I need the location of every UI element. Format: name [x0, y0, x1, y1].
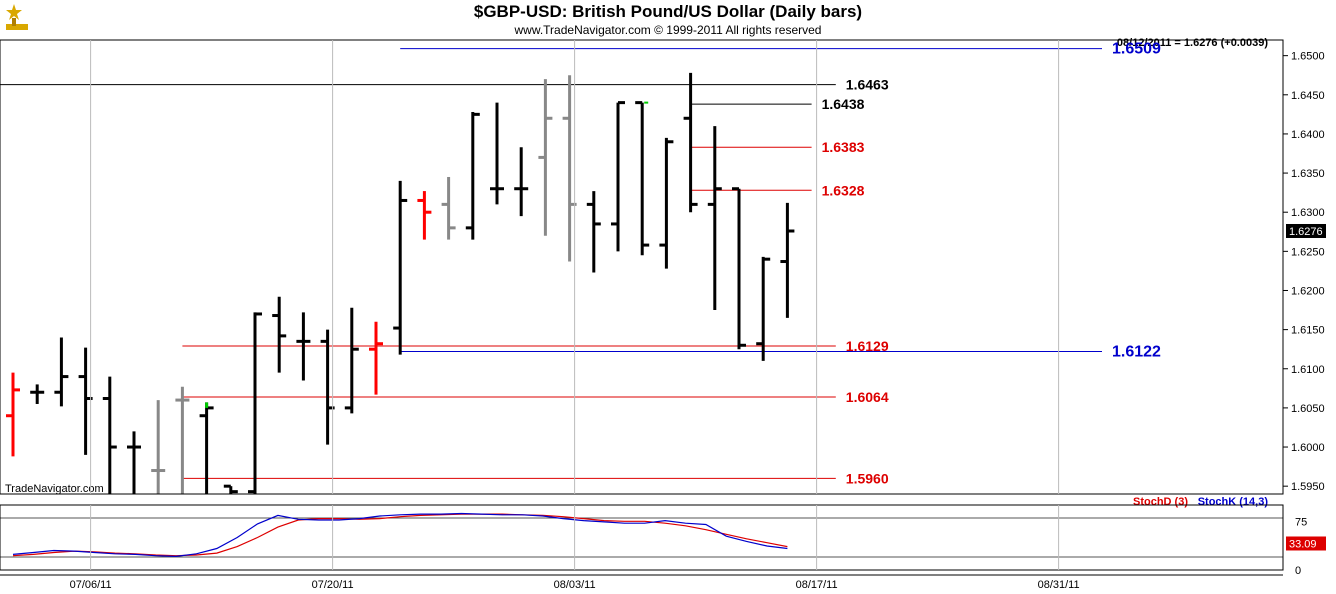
ohlc-bar[interactable] — [732, 187, 746, 350]
tradenavigator-logo-icon[interactable] — [6, 4, 28, 30]
date-tick-label: 07/06/11 — [70, 579, 112, 591]
ohlc-bar[interactable] — [683, 72, 698, 213]
stoch-legend-d: StochD (3) — [1133, 496, 1188, 508]
chart-title: $GBP-USD: British Pound/US Dollar (Daily… — [474, 2, 862, 21]
ohlc-bar[interactable] — [248, 312, 262, 494]
ohlc-bar[interactable] — [320, 329, 335, 445]
stoch-y-tick-label: 0 — [1295, 565, 1301, 577]
y-tick-label: 1.6000 — [1291, 442, 1325, 454]
ohlc-bar[interactable] — [441, 176, 456, 240]
ohlc-bar[interactable] — [465, 112, 480, 240]
current-price-label: 1.6276 — [1289, 226, 1323, 238]
level-label-1.6129: 1.6129 — [846, 338, 889, 354]
y-tick-label: 1.5950 — [1291, 481, 1325, 493]
ohlc-bar[interactable] — [490, 102, 504, 205]
date-tick-label: 07/20/11 — [312, 579, 354, 591]
date-tick-label: 08/03/11 — [554, 579, 596, 591]
price-panel[interactable]: 1.6509 1.6463 1.6438 1.6383 1.6328 1.6129 1.61… — [0, 41, 1161, 494]
stoch-series-line — [12, 512, 788, 558]
y-tick-label: 1.6450 — [1291, 90, 1325, 102]
price-panel-frame — [0, 39, 1284, 495]
ohlc-bar[interactable] — [102, 376, 117, 494]
y-tick-label: 1.6150 — [1291, 325, 1325, 337]
y-tick-label: 1.6050 — [1291, 403, 1325, 415]
ohlc-bar[interactable] — [562, 75, 577, 262]
ohlc-bar[interactable] — [611, 101, 625, 252]
ohlc-bar[interactable] — [175, 386, 190, 494]
y-tick-label: 1.6200 — [1291, 285, 1325, 297]
ohlc-bar[interactable] — [393, 180, 408, 355]
stoch-legend-k: StochK (14,3) — [1198, 496, 1269, 508]
watermark-text: TradeNavigator.com — [5, 483, 104, 495]
ohlc-bar[interactable] — [199, 402, 214, 494]
ohlc-bar[interactable] — [30, 384, 45, 404]
stoch-y-tick-label: 75 — [1295, 516, 1307, 528]
level-label-1.6438: 1.6438 — [822, 96, 865, 112]
ohlc-bar[interactable] — [78, 347, 93, 455]
ohlc-bar[interactable] — [151, 400, 166, 494]
stochastic-panel[interactable]: StochD (3) StochK (14,3) — [0, 496, 1283, 558]
level-label-1.6509: 1.6509 — [1112, 41, 1161, 58]
level-label-1.6463: 1.6463 — [846, 77, 889, 93]
ohlc-bar[interactable] — [54, 337, 69, 407]
ohlc-bar[interactable] — [6, 372, 20, 457]
ohlc-bar[interactable] — [272, 296, 287, 373]
current-price-badge — [1286, 223, 1326, 238]
date-tick-label: 08/31/11 — [1038, 579, 1080, 591]
axes-layer: 07/06/11 07/20/11 08/03/11 08/17/11 08/31/11… — [0, 39, 1326, 591]
level-label-1.6122: 1.6122 — [1112, 344, 1161, 361]
y-tick-label: 1.6300 — [1291, 207, 1325, 219]
y-tick-label: 1.6500 — [1291, 51, 1325, 63]
stochastic-panel-frame — [0, 504, 1284, 571]
ohlc-bar[interactable] — [635, 101, 650, 256]
level-label-1.6328: 1.6328 — [822, 182, 865, 198]
level-label-1.5960: 1.5960 — [846, 470, 889, 486]
ohlc-bar[interactable] — [344, 307, 359, 414]
y-tick-label: 1.6250 — [1291, 246, 1325, 258]
level-label-1.6064: 1.6064 — [846, 389, 889, 405]
ohlc-bar[interactable] — [538, 79, 553, 236]
ohlc-bar[interactable] — [586, 191, 601, 273]
y-tick-label: 1.6100 — [1291, 364, 1325, 376]
level-label-1.6383: 1.6383 — [822, 139, 865, 155]
ohlc-bar[interactable] — [780, 202, 795, 318]
stoch-series-line — [12, 513, 788, 557]
y-tick-label: 1.6400 — [1291, 129, 1325, 141]
ohlc-bar[interactable] — [756, 256, 771, 361]
ohlc-bar[interactable] — [223, 484, 238, 494]
y-tick-label: 1.6350 — [1291, 168, 1325, 180]
ohlc-bar[interactable] — [514, 147, 529, 217]
date-tick-label: 08/17/11 — [796, 579, 838, 591]
chart-subtitle: www.TradeNavigator.com © 1999-2011 All r… — [514, 23, 822, 37]
stoch-value-label: 33.09 — [1289, 538, 1317, 550]
ohlc-bar[interactable] — [369, 321, 383, 395]
ohlc-bar[interactable] — [659, 137, 674, 269]
ohlc-bar[interactable] — [296, 312, 311, 381]
ohlc-bar[interactable] — [707, 126, 722, 311]
ohlc-bar[interactable] — [417, 191, 432, 240]
stoch-value-badge — [1286, 536, 1326, 551]
ohlc-bar[interactable] — [127, 431, 141, 494]
